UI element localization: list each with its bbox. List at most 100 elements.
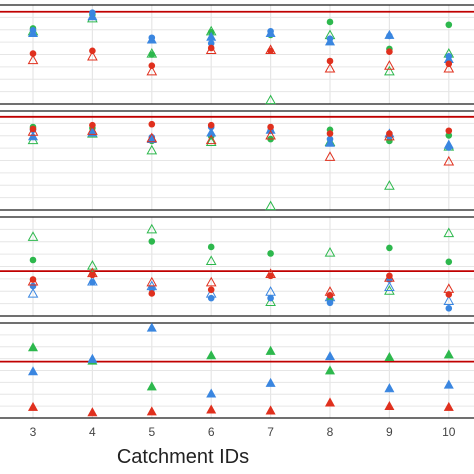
panel-4-green-triangle-point	[384, 352, 395, 362]
panel-1-red-circle-point	[148, 62, 156, 69]
panel-3-red-open-triangle-point	[87, 267, 98, 278]
panel-4-red-triangle-point	[87, 407, 98, 417]
panel-2-red-open-triangle-point	[205, 134, 217, 145]
panel-3-blue-open-triangle-point	[384, 281, 395, 292]
panel-4-green-triangle-point	[206, 350, 217, 360]
panel-3-red-open-triangle-point	[384, 272, 395, 282]
panel-1-blue-triangle-point	[146, 34, 157, 44]
panel-4-green-triangle-point	[146, 381, 157, 391]
panel-2-red-circle-point	[148, 120, 156, 128]
panel-1-blue-triangle-point	[206, 31, 217, 41]
panel-1-red-open-triangle-point	[324, 62, 336, 73]
panel-3-blue-circle-point	[207, 294, 215, 302]
panel-1-red-open-triangle-point	[443, 62, 455, 73]
panel-4-red-triangle-point	[206, 404, 217, 414]
panel-3-green-open-triangle-point	[324, 247, 336, 257]
panel-3-red-circle-point	[386, 272, 393, 280]
panel-2-blue-triangle-point	[27, 131, 39, 141]
panel-4-blue-triangle-point	[384, 383, 395, 393]
panel-3-green-circle-point	[29, 256, 37, 264]
panel-4-blue-triangle-point	[87, 353, 98, 363]
panel-1-blue-triangle-point	[27, 27, 39, 38]
panel-4-green-triangle-point	[265, 345, 276, 355]
panel-2-red-circle-point	[326, 130, 334, 137]
panel-1-green-circle-point	[326, 18, 334, 26]
panel-3-green-open-triangle-point	[205, 255, 217, 266]
panel-4-red-triangle-point	[443, 401, 454, 411]
x-tick-label: 9	[386, 425, 393, 439]
panel-3-blue-circle-point	[267, 294, 274, 302]
panel-3-red-open-triangle-point	[205, 276, 217, 287]
x-tick-label: 4	[89, 425, 96, 439]
panel-4-blue-triangle-point	[146, 322, 157, 332]
panel-3-green-open-triangle-point	[443, 227, 455, 238]
panel-1-red-circle-point	[89, 47, 96, 55]
x-tick-label: 3	[30, 425, 37, 439]
panel-4-red-triangle-point	[265, 405, 276, 415]
panel-3-green-circle-point	[267, 250, 274, 257]
panel-2-green-open-triangle-point	[384, 180, 395, 190]
panel-3-blue-circle-point	[445, 305, 453, 312]
panel-1-red-circle-point	[386, 48, 393, 56]
panel-1-red-circle-point	[29, 50, 37, 57]
panel-3-green-circle-point	[445, 258, 453, 266]
panel-3-green-circle-point	[386, 244, 393, 252]
panel-3-blue-open-triangle-point	[265, 286, 276, 296]
panel-2-green-circle-point	[386, 137, 393, 145]
panel-1-blue-triangle-point	[324, 36, 336, 46]
panel-2-red-open-triangle-point	[384, 130, 395, 141]
panel-4-green-triangle-point	[324, 365, 336, 375]
panel-2-red-open-triangle-point	[443, 155, 455, 166]
panel-3-green-open-triangle-point	[146, 223, 158, 234]
panel-3-blue-open-triangle-point	[205, 287, 217, 298]
grid-layer	[0, 5, 474, 418]
panel-1-blue-circle-point	[207, 40, 215, 47]
panel-4-green-triangle-point	[27, 342, 39, 352]
panel-2-red-circle-point	[89, 121, 96, 129]
panel-2-blue-triangle-point	[324, 137, 336, 147]
panel-2-red-open-triangle-point	[87, 125, 98, 135]
panel-3-red-open-triangle-point	[324, 286, 336, 296]
panel-3-blue-circle-point	[29, 282, 37, 290]
panel-3-red-circle-point	[148, 290, 156, 297]
panels-layer	[0, 4, 474, 419]
x-tick-label: 6	[208, 425, 215, 439]
panel-1-red-open-triangle-point	[265, 44, 276, 54]
x-tick-labels: 3 4 5 6 7 8 9 10	[30, 425, 456, 439]
panel-4-blue-triangle-point	[443, 379, 454, 389]
panel-4-blue-triangle-point	[206, 388, 217, 398]
panel-3-red-circle-point	[29, 276, 37, 283]
panel-1-red-open-triangle-point	[27, 54, 39, 65]
panel-1-red-open-triangle-point	[146, 65, 158, 76]
panel-3-red-open-triangle-point	[146, 276, 158, 287]
x-tick-label: 8	[327, 425, 334, 439]
panel-2-red-open-triangle-point	[324, 151, 336, 161]
panel-2-green-open-triangle-point	[205, 136, 217, 146]
x-axis-label: Catchment IDs	[117, 446, 249, 468]
panel-4-red-triangle-point	[384, 400, 395, 411]
panel-2-red-open-triangle-point	[265, 129, 276, 140]
panel-1-red-circle-point	[326, 57, 334, 65]
panel-3-blue-circle-point	[148, 285, 156, 293]
panel-1-red-circle-point	[207, 44, 215, 52]
panel-2-red-circle-point	[207, 121, 215, 129]
panel-3-red-open-triangle-point	[265, 268, 276, 279]
panel-1-green-circle-point	[445, 21, 453, 29]
panel-3-blue-open-triangle-point	[87, 275, 98, 286]
panel-4-red-triangle-point	[324, 397, 336, 407]
panel-1-blue-triangle-point	[87, 11, 98, 21]
panel-1-red-open-triangle-point	[384, 60, 395, 70]
x-tick-label: 7	[267, 425, 274, 439]
panel-4-red-triangle-point	[27, 401, 39, 411]
panel-4-red-triangle-point	[146, 406, 157, 416]
panel-4-blue-triangle-point	[324, 351, 336, 361]
panel-2-red-open-triangle-point	[27, 126, 39, 136]
panel-3-green-open-triangle-point	[265, 296, 276, 306]
panel-2-red-circle-point	[445, 127, 453, 135]
panel-1-red-open-triangle-point	[205, 44, 217, 54]
panel-3-red-circle-point	[207, 286, 215, 294]
panel-2-green-circle-point	[445, 132, 453, 139]
panel-2-green-open-triangle-point	[265, 200, 276, 211]
panel-3-blue-open-triangle-point	[443, 295, 455, 306]
